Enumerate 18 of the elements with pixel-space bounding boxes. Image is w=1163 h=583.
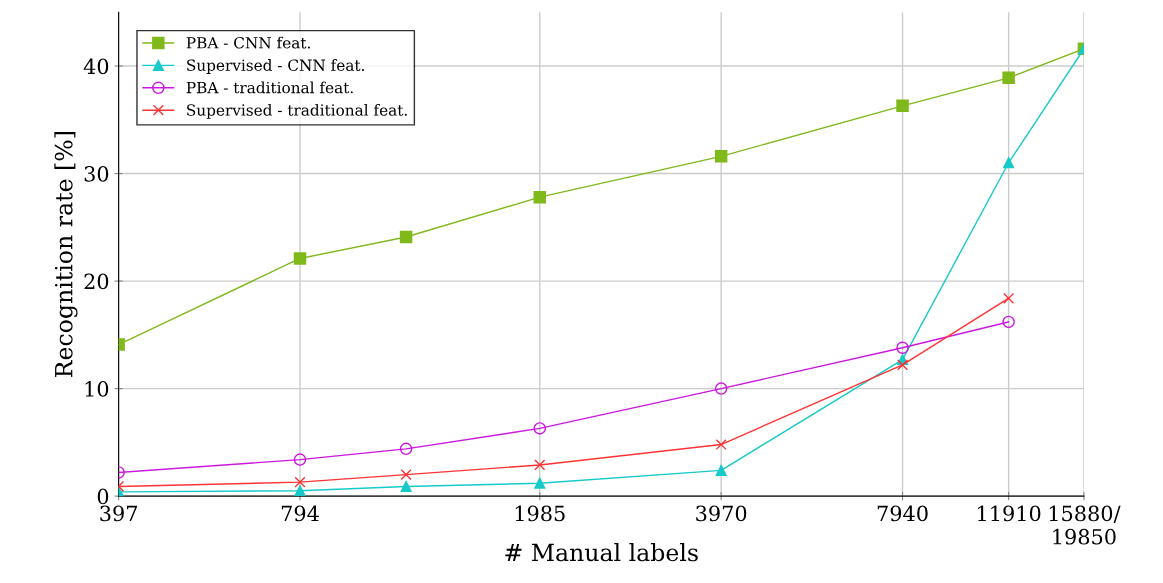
y-tick-label: 20 <box>84 273 109 290</box>
legend-label: Supervised - CNN feat. <box>187 59 364 74</box>
y-tick-label: 10 <box>85 381 109 397</box>
x-tick-label: 15880/ 19850 <box>1049 505 1121 545</box>
x-tick-label: 3970 <box>696 505 747 522</box>
y-axis-title: Recognition rate [%] <box>54 132 78 377</box>
legend-label: PBA - CNN feat. <box>186 36 310 49</box>
legend-label: PBA - traditional feat. <box>186 81 353 94</box>
y-tick-label: 40 <box>83 58 109 75</box>
x-tick-label: 794 <box>281 505 319 522</box>
x-tick-label: 7940 <box>877 505 928 522</box>
x-tick-label: 397 <box>100 505 137 522</box>
y-tick-label: 0 <box>97 488 109 505</box>
legend-label: Supervised - traditional feat. <box>187 103 407 119</box>
x-axis-title: # Manual labels <box>505 543 698 562</box>
x-tick-label: 1985 <box>515 505 565 522</box>
y-tick-label: 30 <box>84 165 109 182</box>
x-tick-label: 11910 <box>978 505 1041 522</box>
